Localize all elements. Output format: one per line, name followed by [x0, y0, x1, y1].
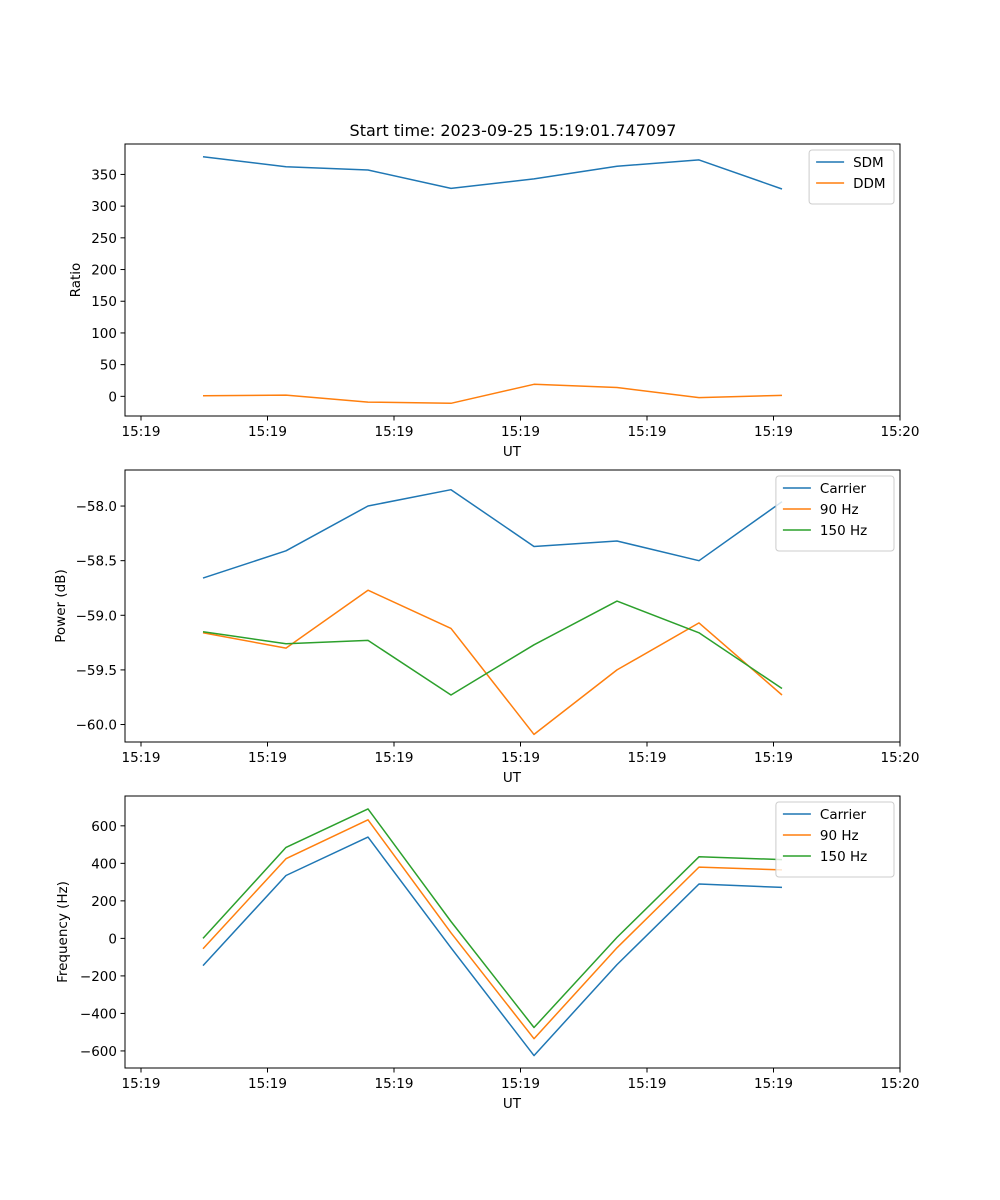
y-tick-label: 100 — [91, 326, 117, 342]
y-tick-label: 150 — [91, 294, 117, 310]
legend-label: 90 Hz — [820, 828, 859, 844]
x-tick-label: 15:19 — [501, 424, 540, 440]
y-tick-label: 0 — [108, 931, 117, 947]
y-axis-label: Power (dB) — [53, 569, 69, 642]
x-tick-label: 15:19 — [754, 424, 793, 440]
x-tick-label: 15:19 — [375, 424, 414, 440]
x-tick-label: 15:19 — [501, 1076, 540, 1092]
x-tick-label: 15:19 — [122, 750, 161, 766]
x-axis-label: UT — [503, 770, 522, 786]
y-tick-label: −60.0 — [76, 718, 117, 734]
x-axis-label: UT — [503, 444, 522, 460]
legend-box — [808, 149, 895, 205]
x-tick-label: 15:19 — [122, 424, 161, 440]
series-line-150-hz — [202, 808, 783, 1029]
y-tick-label: 250 — [91, 231, 117, 247]
y-tick-label: 350 — [91, 167, 117, 183]
legend-label: DDM — [853, 176, 885, 192]
chart-panel-2: 15:19 15:19 15:19 15:19 15:19 15:19 15:20 −60.0… — [53, 469, 920, 786]
x-tick-label: 15:19 — [754, 750, 793, 766]
x-tick-label: 15:19 — [628, 750, 667, 766]
x-tick-label: 15:19 — [375, 750, 414, 766]
legend-label: Carrier — [820, 807, 867, 823]
legend-label: SDM — [853, 155, 884, 171]
x-tick-label: 15:19 — [375, 1076, 414, 1092]
legend-label: 150 Hz — [820, 849, 867, 865]
legend-label: Carrier — [820, 481, 867, 497]
y-axis-label: Frequency (Hz) — [55, 881, 71, 983]
x-tick-label: 15:19 — [628, 1076, 667, 1092]
x-tick-label: 15:19 — [754, 1076, 793, 1092]
y-tick-label: −200 — [80, 969, 117, 985]
legend: SDM DDM — [808, 149, 895, 205]
x-tick-label: 15:19 — [501, 750, 540, 766]
series-line-90-hz — [202, 819, 783, 1040]
series-line-carrier — [202, 836, 783, 1057]
axes-frame — [124, 143, 901, 417]
legend-box — [775, 475, 895, 552]
x-tick-label: 15:20 — [881, 750, 920, 766]
x-tick-label: 15:20 — [881, 424, 920, 440]
x-tick-label: 15:19 — [628, 424, 667, 440]
y-tick-label: 300 — [91, 199, 117, 215]
y-tick-label: 200 — [91, 263, 117, 279]
series-line-150-hz — [202, 600, 783, 696]
y-tick-label: −59.0 — [76, 608, 117, 624]
y-tick-label: 400 — [91, 856, 117, 872]
x-tick-label: 15:19 — [248, 424, 287, 440]
legend: Carrier 90 Hz 150 Hz — [775, 475, 895, 552]
figure-title: Start time: 2023-09-25 15:19:01.747097 — [350, 121, 677, 140]
y-tick-label: −58.0 — [76, 499, 117, 515]
legend-box — [775, 801, 895, 878]
legend-label: 90 Hz — [820, 502, 859, 518]
legend-label: 150 Hz — [820, 523, 867, 539]
y-axis-label: Ratio — [68, 263, 84, 298]
chart-panel-1: 15:19 15:19 15:19 15:19 15:19 15:19 15:20 0 50 10… — [68, 143, 920, 460]
x-tick-label: 15:19 — [248, 750, 287, 766]
series-line-ddm — [202, 383, 783, 405]
axes-frame — [124, 795, 901, 1069]
series-line-90-hz — [202, 589, 783, 736]
charts: 15:19 15:19 15:19 15:19 15:19 15:19 15:20 0 50 10… — [53, 143, 920, 1112]
y-tick-label: −600 — [80, 1044, 117, 1060]
axes-frame — [124, 469, 901, 743]
x-tick-label: 15:19 — [122, 1076, 161, 1092]
y-tick-label: 200 — [91, 894, 117, 910]
chart-panel-3: 15:19 15:19 15:19 15:19 15:19 15:19 15:20 −600 −… — [55, 795, 920, 1112]
x-tick-label: 15:20 — [881, 1076, 920, 1092]
y-tick-label: 0 — [108, 389, 117, 405]
series-line-sdm — [202, 155, 783, 190]
y-tick-label: −59.5 — [76, 663, 117, 679]
x-axis-label: UT — [503, 1096, 522, 1112]
series-line-carrier — [202, 488, 783, 579]
y-tick-label: 50 — [100, 358, 117, 374]
y-tick-label: −58.5 — [76, 554, 117, 570]
y-tick-label: −400 — [80, 1006, 117, 1022]
y-tick-label: 600 — [91, 819, 117, 835]
legend: Carrier 90 Hz 150 Hz — [775, 801, 895, 878]
x-tick-label: 15:19 — [248, 1076, 287, 1092]
